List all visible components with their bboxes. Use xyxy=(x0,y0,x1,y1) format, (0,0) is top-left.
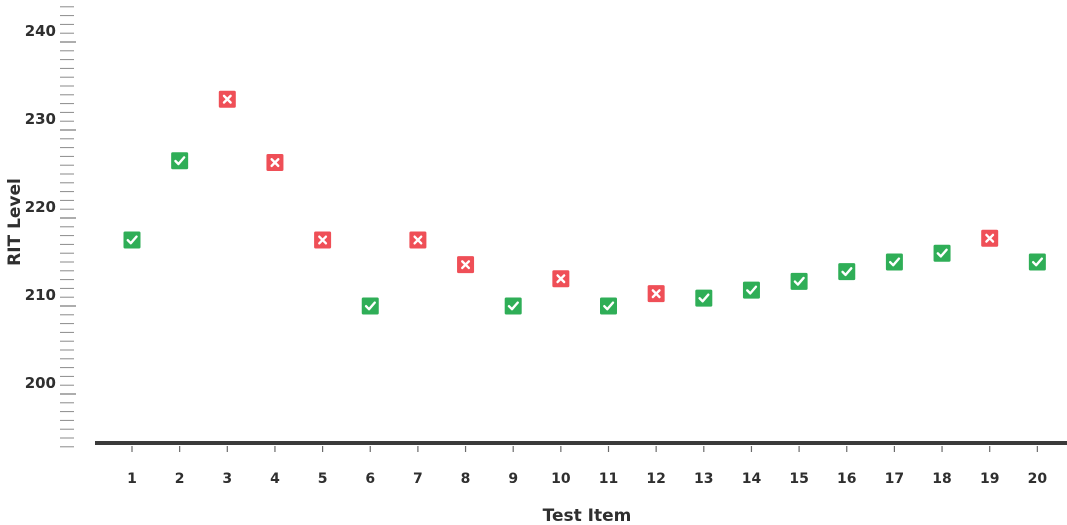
x-axis-tick-labels: 1 2 3 4 5 6 7 8 9 10 11 12 13 14 15 16 17 18 19 20 xyxy=(127,471,1047,487)
x-tick-label: 3 xyxy=(222,471,232,487)
x-tick-label: 6 xyxy=(365,471,375,487)
cross-icon xyxy=(985,233,995,243)
cross-icon xyxy=(318,235,328,245)
y-axis-title: RIT Level xyxy=(5,178,25,266)
check-icon xyxy=(889,257,901,267)
x-tick-label: 19 xyxy=(980,471,999,487)
cross-icon xyxy=(222,94,232,104)
x-tick-label: 15 xyxy=(789,471,808,487)
correct-point xyxy=(504,297,522,315)
check-icon xyxy=(746,285,758,295)
check-icon xyxy=(507,301,519,311)
x-tick-label: 7 xyxy=(413,471,423,487)
incorrect-point xyxy=(457,256,475,274)
cross-icon xyxy=(651,289,661,299)
x-tick-label: 18 xyxy=(932,471,951,487)
incorrect-point xyxy=(266,154,284,172)
correct-point xyxy=(361,297,379,315)
correct-point xyxy=(742,281,760,299)
x-tick-label: 9 xyxy=(508,471,518,487)
incorrect-point xyxy=(647,285,665,303)
x-tick-label: 14 xyxy=(742,471,762,487)
cross-icon xyxy=(461,260,471,270)
y-axis-tick-labels: 200 210 220 230 240 xyxy=(25,22,56,392)
correct-point xyxy=(171,152,189,170)
check-icon xyxy=(936,248,948,258)
incorrect-point xyxy=(218,90,236,108)
x-tick-label: 13 xyxy=(694,471,713,487)
check-icon xyxy=(364,301,376,311)
data-points xyxy=(123,90,1046,315)
correct-point xyxy=(790,272,808,290)
x-tick-label: 5 xyxy=(318,471,328,487)
x-tick-label: 4 xyxy=(270,471,280,487)
check-icon xyxy=(603,301,615,311)
correct-point xyxy=(695,289,713,307)
correct-point xyxy=(600,297,617,315)
y-tick-label: 240 xyxy=(25,22,56,40)
y-tick-label: 210 xyxy=(25,286,56,304)
check-icon xyxy=(793,276,805,286)
x-tick-label: 8 xyxy=(461,471,471,487)
y-tick-label: 200 xyxy=(25,374,56,392)
x-tick-label: 16 xyxy=(837,471,856,487)
x-tick-label: 12 xyxy=(646,471,665,487)
cross-icon xyxy=(556,274,566,284)
incorrect-point xyxy=(552,270,570,288)
correct-point xyxy=(123,231,141,249)
x-tick-label: 2 xyxy=(175,471,185,487)
check-icon xyxy=(698,293,710,303)
x-tick-label: 17 xyxy=(885,471,904,487)
correct-point xyxy=(1028,253,1046,271)
correct-point xyxy=(933,244,951,262)
y-axis-minor-ticks xyxy=(60,6,76,448)
correct-point xyxy=(838,263,856,281)
incorrect-point xyxy=(409,231,427,249)
x-tick-label: 10 xyxy=(551,471,571,487)
x-axis-title: Test Item xyxy=(543,506,632,525)
x-axis-tick-marks xyxy=(131,446,1038,452)
cross-icon xyxy=(413,235,423,245)
x-tick-label: 11 xyxy=(599,471,618,487)
check-icon xyxy=(174,156,186,166)
incorrect-point xyxy=(314,231,332,249)
x-tick-label: 1 xyxy=(127,471,137,487)
check-icon xyxy=(126,235,138,245)
incorrect-point xyxy=(981,229,999,247)
check-icon xyxy=(841,267,853,277)
cross-icon xyxy=(270,158,280,168)
x-tick-label: 20 xyxy=(1028,471,1048,487)
check-icon xyxy=(1031,257,1044,267)
y-tick-label: 220 xyxy=(25,198,56,216)
y-tick-label: 230 xyxy=(25,110,56,128)
correct-point xyxy=(885,253,903,271)
